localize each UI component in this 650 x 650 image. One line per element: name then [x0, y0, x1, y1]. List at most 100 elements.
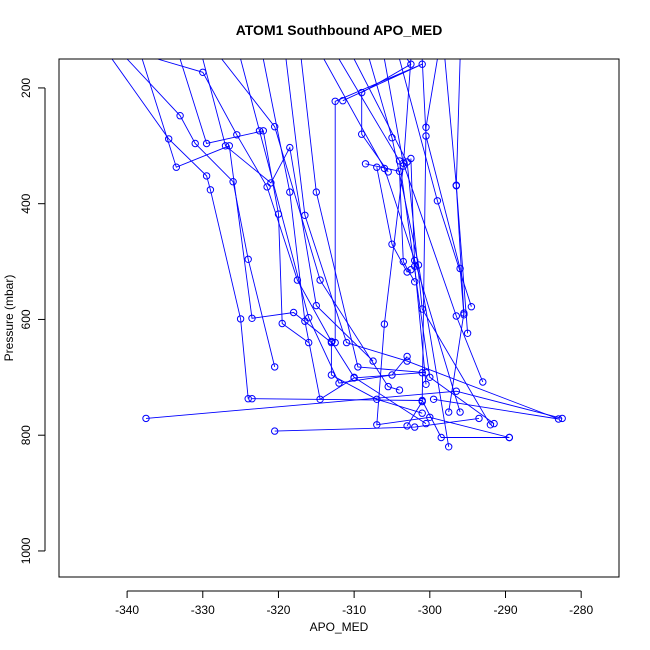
series-line-2	[141, 59, 423, 414]
data-point	[422, 419, 430, 428]
data-point	[248, 395, 256, 403]
data-point	[422, 369, 430, 377]
data-point	[388, 134, 396, 142]
data-point	[350, 374, 358, 382]
data-point	[433, 197, 442, 205]
data-point	[271, 363, 279, 371]
series-line-11	[323, 59, 461, 413]
data-point	[388, 371, 396, 379]
data-point	[342, 338, 351, 347]
series-line-7	[240, 59, 408, 384]
series-line-5	[202, 59, 374, 362]
data-point	[267, 179, 275, 187]
x-tick-label: -280	[569, 603, 593, 617]
data-point	[221, 142, 230, 150]
series-line-3	[157, 59, 427, 424]
series-line-22	[406, 59, 438, 427]
data-point	[172, 163, 181, 171]
y-tick-label: 200	[19, 78, 33, 98]
data-point	[316, 395, 324, 403]
series-line-15	[383, 59, 484, 383]
data-point	[331, 97, 339, 106]
data-point	[399, 159, 407, 167]
data-point	[176, 112, 184, 120]
data-point	[418, 305, 426, 313]
data-point	[554, 415, 563, 423]
data-point	[445, 408, 453, 416]
data-point	[263, 183, 271, 191]
data-point	[380, 320, 389, 328]
series-line-14	[368, 59, 450, 447]
data-point	[305, 338, 313, 347]
data-point	[463, 329, 472, 337]
data-point	[236, 315, 245, 323]
data-point	[399, 162, 407, 170]
series-line-25	[274, 417, 480, 432]
data-point	[358, 130, 366, 138]
data-point	[395, 167, 404, 176]
y-tick-label: 400	[19, 193, 33, 213]
data-point	[407, 60, 415, 68]
y-axis: 200 400 600 800 1000	[19, 78, 46, 564]
series-line-17	[361, 59, 412, 173]
series-line-8	[262, 59, 423, 401]
data-point	[452, 312, 460, 320]
data-point	[278, 319, 286, 328]
data-point	[456, 264, 464, 273]
data-point	[373, 421, 381, 429]
data-point	[248, 314, 256, 322]
data-point	[255, 127, 264, 135]
y-axis-label: Pressure (mbar)	[2, 275, 16, 362]
x-axis-label: APO_MED	[310, 620, 369, 634]
data-point	[411, 256, 419, 265]
y-tick-label: 600	[19, 309, 33, 329]
data-point	[191, 139, 199, 148]
data-point	[395, 157, 404, 165]
data-point	[414, 261, 423, 269]
data-point	[411, 262, 419, 270]
data-point	[445, 443, 453, 451]
series-line-6	[221, 59, 400, 391]
plot-lines	[111, 59, 563, 447]
data-point	[373, 163, 381, 171]
data-point	[335, 379, 343, 387]
data-point	[486, 421, 495, 429]
data-point	[327, 371, 336, 379]
data-point	[422, 123, 430, 132]
series-line-29	[410, 158, 427, 385]
data-point	[426, 413, 434, 421]
series-line-26	[251, 398, 510, 438]
data-point	[361, 160, 370, 168]
data-point	[395, 386, 404, 394]
x-tick-label: -340	[115, 603, 139, 617]
series-line-28	[376, 167, 412, 273]
data-point	[327, 337, 336, 346]
data-point	[274, 210, 283, 218]
series-line-13	[353, 59, 491, 426]
x-tick-label: -320	[266, 603, 290, 617]
data-point	[490, 419, 498, 428]
data-point	[244, 255, 252, 263]
data-point	[407, 154, 415, 163]
data-point	[358, 88, 366, 97]
series-line-4	[179, 59, 309, 343]
data-point	[467, 303, 476, 311]
data-point	[403, 422, 411, 430]
data-point	[202, 172, 211, 180]
data-point	[369, 357, 377, 365]
series-line-20	[448, 59, 465, 413]
data-point	[165, 135, 173, 143]
data-point	[206, 186, 215, 194]
data-point	[429, 395, 438, 403]
data-point	[271, 427, 279, 435]
x-axis: -340 -330 -320 -310 -300 -290 -280	[115, 590, 593, 617]
data-point	[316, 276, 324, 284]
data-point	[229, 178, 237, 186]
data-point	[202, 139, 211, 148]
series-line-18	[421, 59, 465, 315]
data-point	[479, 378, 487, 386]
data-point	[475, 414, 483, 423]
data-point	[452, 387, 460, 395]
data-point	[456, 408, 464, 416]
